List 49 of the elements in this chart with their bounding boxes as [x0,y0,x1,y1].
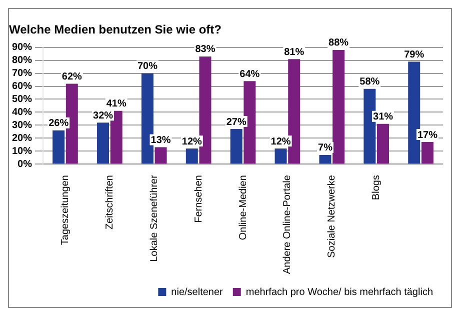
bar [274,148,287,164]
y-tick-label: 10% [12,146,32,157]
chart-title: Welche Medien benutzen Sie wie oft? [9,22,222,37]
bar [186,148,198,164]
data-label: 88% [328,38,349,49]
y-tick-label: 70% [12,68,32,80]
data-label: 32% [93,110,114,122]
data-label: 17% [417,130,438,141]
y-tick-label: 80% [12,55,32,66]
y-tick-label: 30% [12,120,32,131]
y-tick-label: 20% [12,132,32,144]
bar [332,50,345,164]
x-tick-label: Fernsehen [193,175,204,223]
data-label: 13% [150,134,171,146]
data-label: 83% [195,44,216,56]
data-label: 12% [182,136,202,148]
data-label: 58% [360,76,380,88]
bar [421,142,434,164]
data-label: 81% [284,46,304,58]
data-label: 79% [404,49,424,60]
bar [97,122,110,164]
data-label: 41% [106,98,126,110]
bar [52,130,65,164]
x-tick-label: Blogs [371,175,382,200]
data-label: 64% [240,68,260,80]
x-tick-label: Andere Online-Portale [282,174,294,274]
data-label: 31% [372,112,394,123]
x-tick-label: Tageszeitungen [60,175,71,246]
data-label: 70% [137,61,158,72]
data-label: 7% [318,142,333,154]
data-label: 12% [270,136,291,148]
bar [319,154,332,164]
legend-label: nie/seltener [171,286,224,298]
data-label: 26% [48,118,69,130]
y-tick-label: 40% [12,106,32,118]
bar [377,124,389,164]
bar [154,147,167,164]
x-tick-label: Online-Medien [238,175,249,240]
y-tick-label: 60% [12,81,32,92]
x-tick-label: Zeitschriften [104,175,116,230]
y-tick-label: 90% [12,42,32,54]
legend-label: mehrfach pro Woche/ bis mehrfach täglich [246,286,433,298]
data-label: 62% [62,71,82,82]
y-tick-label: 0% [18,158,32,170]
x-tick-label: Soziale Netzwerke [326,174,338,258]
data-label: 27% [226,116,246,128]
y-tick-label: 50% [12,94,32,105]
x-tick-label: Lokale Szeneführer [148,174,160,262]
bar [230,129,242,164]
